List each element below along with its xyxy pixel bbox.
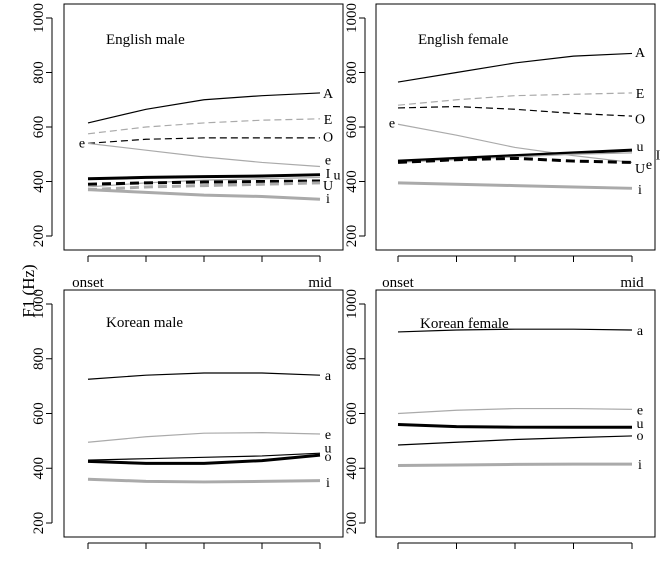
y-tick-label: 1000 — [344, 3, 360, 33]
series-start-label: e — [79, 136, 85, 151]
series-line-u — [87, 452, 321, 461]
series-line-u — [87, 176, 321, 188]
x-tick-label: onset — [382, 275, 414, 291]
series-line-O — [397, 105, 633, 117]
series-label: U — [635, 162, 645, 177]
y-tick-label: 600 — [31, 402, 47, 425]
series-line-u — [397, 148, 633, 163]
y-tick-label: 800 — [344, 61, 360, 84]
series-line-o — [87, 453, 321, 465]
y-tick-label: 400 — [344, 457, 360, 480]
series-label: a — [637, 324, 644, 339]
series-label: e — [646, 158, 652, 173]
series-line-U — [397, 156, 633, 164]
series-line-e — [397, 407, 633, 415]
x-tick-label: mid — [620, 275, 644, 291]
series-label: u — [334, 169, 341, 184]
y-tick-label: 800 — [31, 348, 47, 371]
series-label: u — [637, 417, 644, 432]
series-label: i — [326, 476, 330, 491]
y-tick-label: 200 — [344, 225, 360, 248]
x-tick-label: onset — [72, 275, 104, 291]
panel-title: English male — [106, 32, 185, 48]
series-line-e — [397, 123, 633, 164]
y-tick-label: 200 — [31, 225, 47, 248]
panel-frame — [375, 289, 656, 538]
series-label: E — [324, 113, 333, 128]
series-line-A — [87, 92, 321, 124]
series-label: O — [635, 112, 645, 127]
series-label: A — [323, 87, 334, 102]
y-tick-label: 1000 — [31, 3, 47, 33]
y-tick-label: 800 — [31, 61, 47, 84]
series-line-E — [397, 92, 633, 106]
series-line-o — [397, 435, 633, 446]
panel-title: Korean male — [106, 315, 183, 331]
y-tick-label: 600 — [344, 402, 360, 425]
series-label: i — [638, 458, 642, 473]
series-line-i — [87, 188, 321, 201]
y-tick-label: 1000 — [31, 289, 47, 319]
series-label: e — [325, 428, 331, 443]
series-line-I — [87, 173, 321, 181]
series-label: e — [637, 403, 643, 418]
series-line-i — [397, 462, 632, 468]
series-label: u — [325, 442, 332, 457]
panel-frame — [63, 3, 344, 251]
y-tick-label: 600 — [344, 116, 360, 139]
series-label: u — [637, 140, 644, 155]
panel-title: English female — [418, 32, 509, 48]
y-tick-label: 800 — [344, 348, 360, 371]
series-line — [87, 181, 321, 192]
series-label: O — [323, 131, 333, 146]
series-line-u — [397, 422, 632, 429]
series-label: U — [323, 179, 333, 194]
panel-frame — [375, 3, 656, 251]
series-label: I — [326, 167, 331, 182]
y-tick-label: 200 — [31, 512, 47, 535]
y-axis-label: F1 (Hz) — [19, 264, 38, 317]
series-line-a — [87, 372, 321, 380]
series-line-A — [397, 52, 633, 83]
series-label: a — [325, 369, 332, 384]
series-line-a — [397, 328, 633, 333]
series-line-e — [87, 142, 321, 168]
x-tick-label: mid — [308, 275, 332, 291]
series-line-i — [87, 477, 321, 484]
y-tick-label: 400 — [31, 170, 47, 193]
series-label: e — [325, 154, 331, 169]
y-tick-label: 400 — [344, 170, 360, 193]
y-tick-label: 400 — [31, 457, 47, 480]
series-line-U — [87, 179, 321, 186]
series-line-e — [87, 432, 321, 443]
panel-title: Korean female — [420, 316, 509, 332]
y-tick-label: 1000 — [344, 289, 360, 319]
series-start-label: e — [389, 117, 395, 132]
series-label: I — [656, 148, 661, 163]
series-label: i — [638, 183, 642, 198]
series-label: i — [326, 192, 330, 207]
series-label: A — [635, 46, 646, 61]
series-line-E — [87, 118, 321, 135]
y-tick-label: 200 — [344, 512, 360, 535]
series-label: o — [637, 429, 644, 444]
y-tick-label: 600 — [31, 116, 47, 139]
series-label: E — [636, 87, 645, 102]
series-label: o — [325, 450, 332, 465]
series-line-O — [87, 137, 320, 144]
panel-frame — [63, 289, 344, 538]
series-line-i — [397, 181, 633, 190]
